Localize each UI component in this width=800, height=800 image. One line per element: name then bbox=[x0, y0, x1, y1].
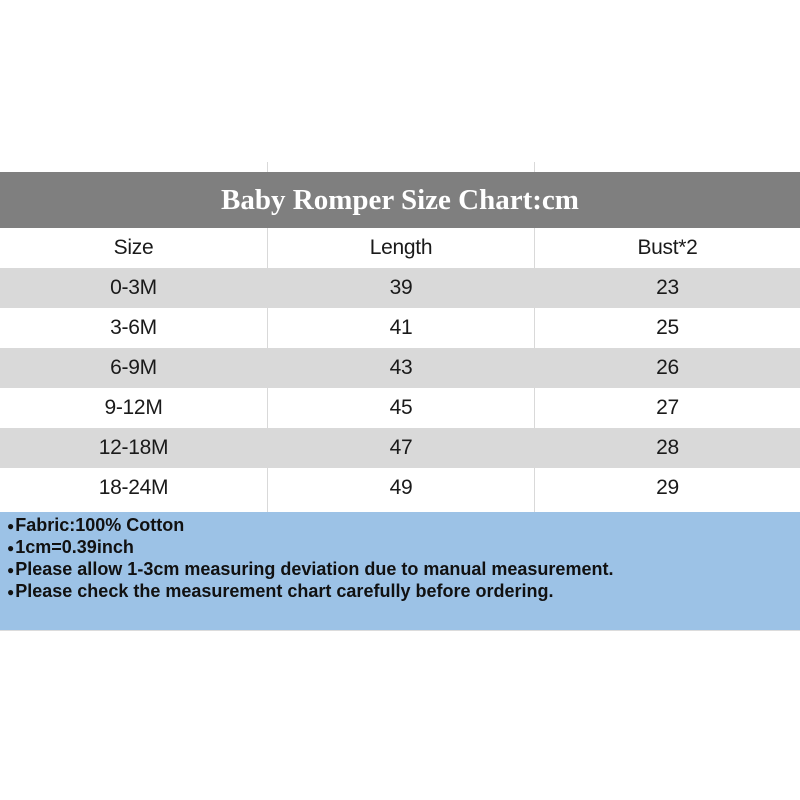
size-cell: 3-6M bbox=[110, 316, 157, 339]
table-header-row: Size Length Bust*2 bbox=[0, 228, 800, 268]
length-cell: 49 bbox=[267, 468, 534, 508]
note-text: Please allow 1-3cm measuring deviation d… bbox=[15, 559, 614, 579]
note-conversion: ●1cm=0.39inch bbox=[7, 537, 792, 559]
note-text: 1cm=0.39inch bbox=[15, 537, 134, 557]
length-cell: 41 bbox=[267, 308, 534, 348]
grid-stub-row bbox=[0, 162, 800, 172]
table-row: 6-9M 43 26 bbox=[0, 348, 800, 388]
column-header-length: Length bbox=[267, 228, 534, 268]
grid-stub-cell bbox=[267, 508, 534, 512]
table-row: 9-12M 45 27 bbox=[0, 388, 800, 428]
note-text: Please check the measurement chart caref… bbox=[15, 581, 554, 601]
length-cell: 47 bbox=[267, 428, 534, 468]
length-cell: 43 bbox=[267, 348, 534, 388]
grid-stub-cell bbox=[534, 162, 800, 172]
chart-title: Baby Romper Size Chart:cm bbox=[0, 172, 800, 228]
bullet-icon: ● bbox=[7, 563, 15, 577]
notes-panel: ●Fabric:100% Cotton ●1cm=0.39inch ●Pleas… bbox=[0, 512, 800, 630]
note-text: Fabric:100% Cotton bbox=[15, 515, 185, 535]
bust-cell: 25 bbox=[534, 308, 800, 348]
column-header-bust: Bust*2 bbox=[534, 228, 800, 268]
bust-cell: 27 bbox=[534, 388, 800, 428]
note-check-chart: ●Please check the measurement chart care… bbox=[7, 581, 792, 603]
grid-stub-row bbox=[0, 508, 800, 512]
bust-cell: 29 bbox=[534, 468, 800, 508]
size-cell: 9-12M bbox=[104, 396, 163, 419]
bust-cell: 26 bbox=[534, 348, 800, 388]
size-cell: 6-9M bbox=[110, 356, 157, 379]
bullet-icon: ● bbox=[7, 519, 15, 533]
table-row: 0-3M 39 23 bbox=[0, 268, 800, 308]
bullet-icon: ● bbox=[7, 541, 15, 555]
table-row: 12-18M 47 28 bbox=[0, 428, 800, 468]
size-chart-table: Baby Romper Size Chart:cm Size Length Bu… bbox=[0, 162, 800, 631]
column-header-size: Size bbox=[113, 236, 154, 259]
grid-stub-cell bbox=[267, 162, 534, 172]
length-cell: 45 bbox=[267, 388, 534, 428]
note-deviation: ●Please allow 1-3cm measuring deviation … bbox=[7, 559, 792, 581]
table-row: 18-24M 49 29 bbox=[0, 468, 800, 508]
bust-cell: 23 bbox=[534, 268, 800, 308]
size-cell: 12-18M bbox=[98, 436, 169, 459]
size-cell: 0-3M bbox=[110, 276, 157, 299]
grid-stub-cell bbox=[0, 508, 267, 512]
grid-stub-cell bbox=[0, 162, 267, 172]
bullet-icon: ● bbox=[7, 585, 15, 599]
bottom-divider bbox=[0, 630, 800, 631]
table-row: 3-6M 41 25 bbox=[0, 308, 800, 348]
bust-cell: 28 bbox=[534, 428, 800, 468]
size-cell: 18-24M bbox=[98, 476, 169, 499]
length-cell: 39 bbox=[267, 268, 534, 308]
grid-stub-cell bbox=[534, 508, 800, 512]
note-fabric: ●Fabric:100% Cotton bbox=[7, 515, 792, 537]
